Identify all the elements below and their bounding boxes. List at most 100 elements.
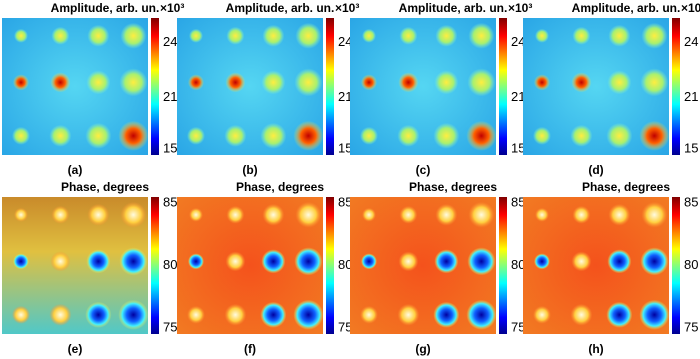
- defect-spot: [13, 28, 28, 43]
- defect-spot: [87, 203, 110, 226]
- colorbar: [499, 197, 507, 334]
- defect-spot: [294, 68, 323, 97]
- panel: 24 21 15 Amplitude, arb. un. ×10³ (a): [2, 1, 184, 177]
- defect-spot: [468, 22, 495, 49]
- defect-spot: [360, 74, 377, 91]
- defect-spot: [361, 207, 376, 222]
- colorbar-tick-label: 21: [511, 89, 525, 104]
- panel-title: Phase, degrees: [409, 180, 497, 194]
- panel-label: (a): [68, 163, 83, 177]
- colorbar-tick-label: 85: [163, 194, 177, 209]
- colorbar-tick-label: 75: [684, 319, 698, 334]
- colorbar-tick-label: 21: [338, 89, 352, 104]
- colorbar-tick-label: 75: [163, 319, 177, 334]
- colorbar-tick-label: 80: [684, 257, 698, 272]
- defect-spot: [572, 26, 591, 45]
- defect-spot: [639, 120, 670, 151]
- defect-spot: [608, 203, 631, 226]
- colorbar: [499, 18, 507, 155]
- colorbar-tick-label: 75: [338, 319, 352, 334]
- defect-spot: [188, 207, 203, 222]
- defect-spot: [11, 126, 30, 145]
- defect-spot: [606, 301, 633, 328]
- defect-spot: [608, 24, 631, 47]
- colorbar: [672, 197, 680, 334]
- defect-spot: [86, 70, 111, 95]
- panel-title: Phase, degrees: [61, 180, 149, 194]
- defect-spot: [295, 201, 322, 228]
- panel-label: (g): [415, 342, 430, 356]
- defect-spot: [225, 72, 246, 93]
- panel: 85 80 75 Phase, degrees (e): [2, 180, 177, 356]
- defect-spot: [293, 120, 324, 151]
- colorbar-tick-label: 15: [338, 140, 352, 155]
- defect-spot: [87, 24, 110, 47]
- defect-spot: [640, 247, 669, 276]
- defect-spot: [641, 201, 668, 228]
- defect-spot: [50, 251, 71, 272]
- defect-spot: [186, 305, 205, 324]
- defect-spot: [12, 253, 29, 270]
- panel-title: Amplitude, arb. un.: [226, 1, 335, 15]
- defect-spot: [120, 22, 147, 49]
- colorbar-tick-label: 80: [338, 257, 352, 272]
- panel: 85 80 75 Phase, degrees (g): [350, 180, 525, 356]
- defect-spot: [260, 122, 287, 149]
- defect-spot: [398, 72, 419, 93]
- defect-spot: [533, 74, 550, 91]
- defect-spot: [532, 305, 551, 324]
- colorbar: [151, 197, 159, 334]
- colorbar: [326, 18, 334, 155]
- defect-spot: [399, 26, 418, 45]
- defect-spot: [260, 301, 287, 328]
- defect-spot: [570, 124, 593, 147]
- defect-spot: [571, 251, 592, 272]
- colorbar-exponent: ×10³: [681, 1, 700, 15]
- defect-spot: [433, 301, 460, 328]
- colorbar: [326, 197, 334, 334]
- defect-spot: [262, 203, 285, 226]
- colorbar-tick-label: 21: [163, 89, 177, 104]
- defect-spot: [50, 72, 71, 93]
- colorbar-tick-label: 15: [511, 140, 525, 155]
- colorbar-tick-label: 80: [163, 257, 177, 272]
- colorbar-exponent: ×10³: [508, 1, 532, 15]
- defect-spot: [51, 26, 70, 45]
- colorbar-tick-label: 21: [684, 89, 698, 104]
- panel-label: (e): [68, 342, 83, 356]
- defect-spot: [226, 26, 245, 45]
- colorbar: [672, 18, 680, 155]
- panel-label: (h): [588, 342, 603, 356]
- defect-spot: [435, 203, 458, 226]
- defect-spot: [571, 72, 592, 93]
- defect-spot: [641, 22, 668, 49]
- defect-spot: [359, 305, 378, 324]
- panel: 85 80 75 Phase, degrees (f): [177, 180, 352, 356]
- panel: 24 21 15 Amplitude, arb. un.×10³ (d): [523, 1, 700, 177]
- defect-spot: [534, 207, 549, 222]
- defect-spot: [13, 207, 28, 222]
- colorbar-tick-label: 15: [163, 140, 177, 155]
- defect-spot: [261, 249, 286, 274]
- defect-spot: [293, 299, 324, 330]
- defect-spot: [606, 122, 633, 149]
- colorbar-tick-label: 75: [511, 319, 525, 334]
- defect-spot: [435, 24, 458, 47]
- colorbar-tick-label: 24: [338, 34, 352, 49]
- defect-spot: [360, 253, 377, 270]
- defect-spot: [397, 303, 420, 326]
- defect-spot: [534, 28, 549, 43]
- panel: 85 80 75 Phase, degrees (h): [523, 180, 698, 356]
- defect-spot: [294, 247, 323, 276]
- defect-spot: [607, 70, 632, 95]
- defect-spot: [466, 120, 497, 151]
- defect-spot: [225, 251, 246, 272]
- defect-spot: [434, 249, 459, 274]
- defect-spot: [119, 68, 148, 97]
- defect-spot: [187, 253, 204, 270]
- defect-spot: [607, 249, 632, 274]
- panel-title: Phase, degrees: [236, 180, 324, 194]
- defect-spot: [118, 120, 149, 151]
- defect-spot: [295, 22, 322, 49]
- panel-title: Amplitude, arb. un.: [572, 1, 681, 15]
